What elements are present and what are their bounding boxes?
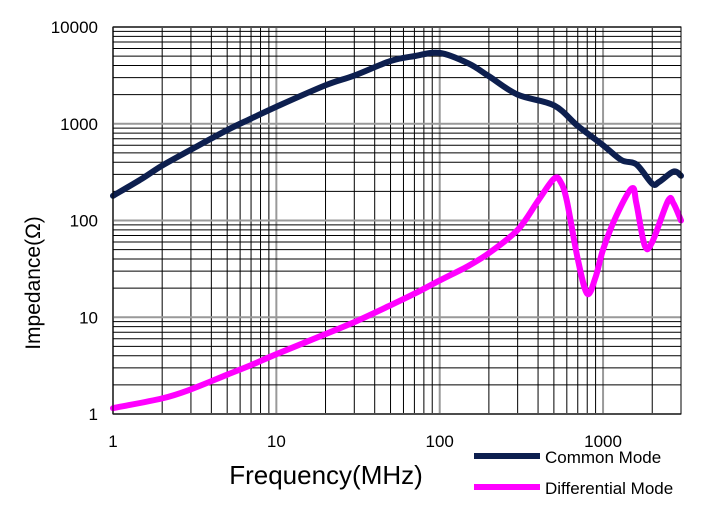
x-tick-label: 10 (267, 432, 286, 451)
x-axis-title: Frequency(MHz) (229, 460, 423, 490)
y-tick-label: 1 (89, 405, 98, 424)
legend: Common Mode Differential Mode (474, 448, 673, 498)
legend-label-common-mode: Common Mode (545, 448, 661, 467)
x-tick-label: 1000 (584, 432, 622, 451)
y-tick-label: 10000 (51, 18, 98, 37)
series-line-differential-mode (110, 174, 684, 412)
legend-label-differential-mode: Differential Mode (545, 479, 673, 498)
series-line-common-mode (110, 49, 684, 199)
x-tick-label: 100 (426, 432, 454, 451)
tick-labels: 1 10 100 1000 1 10 100 1000 10000 (51, 18, 622, 451)
series-layer (110, 49, 684, 412)
plot-frame (112, 26, 682, 415)
y-tick-label: 100 (70, 212, 98, 231)
y-tick-label: 10 (79, 308, 98, 327)
grid-lines (112, 26, 682, 415)
y-tick-label: 1000 (60, 115, 98, 134)
x-tick-label: 1 (108, 432, 117, 451)
y-axis-title: Impedance(Ω) (22, 216, 45, 350)
